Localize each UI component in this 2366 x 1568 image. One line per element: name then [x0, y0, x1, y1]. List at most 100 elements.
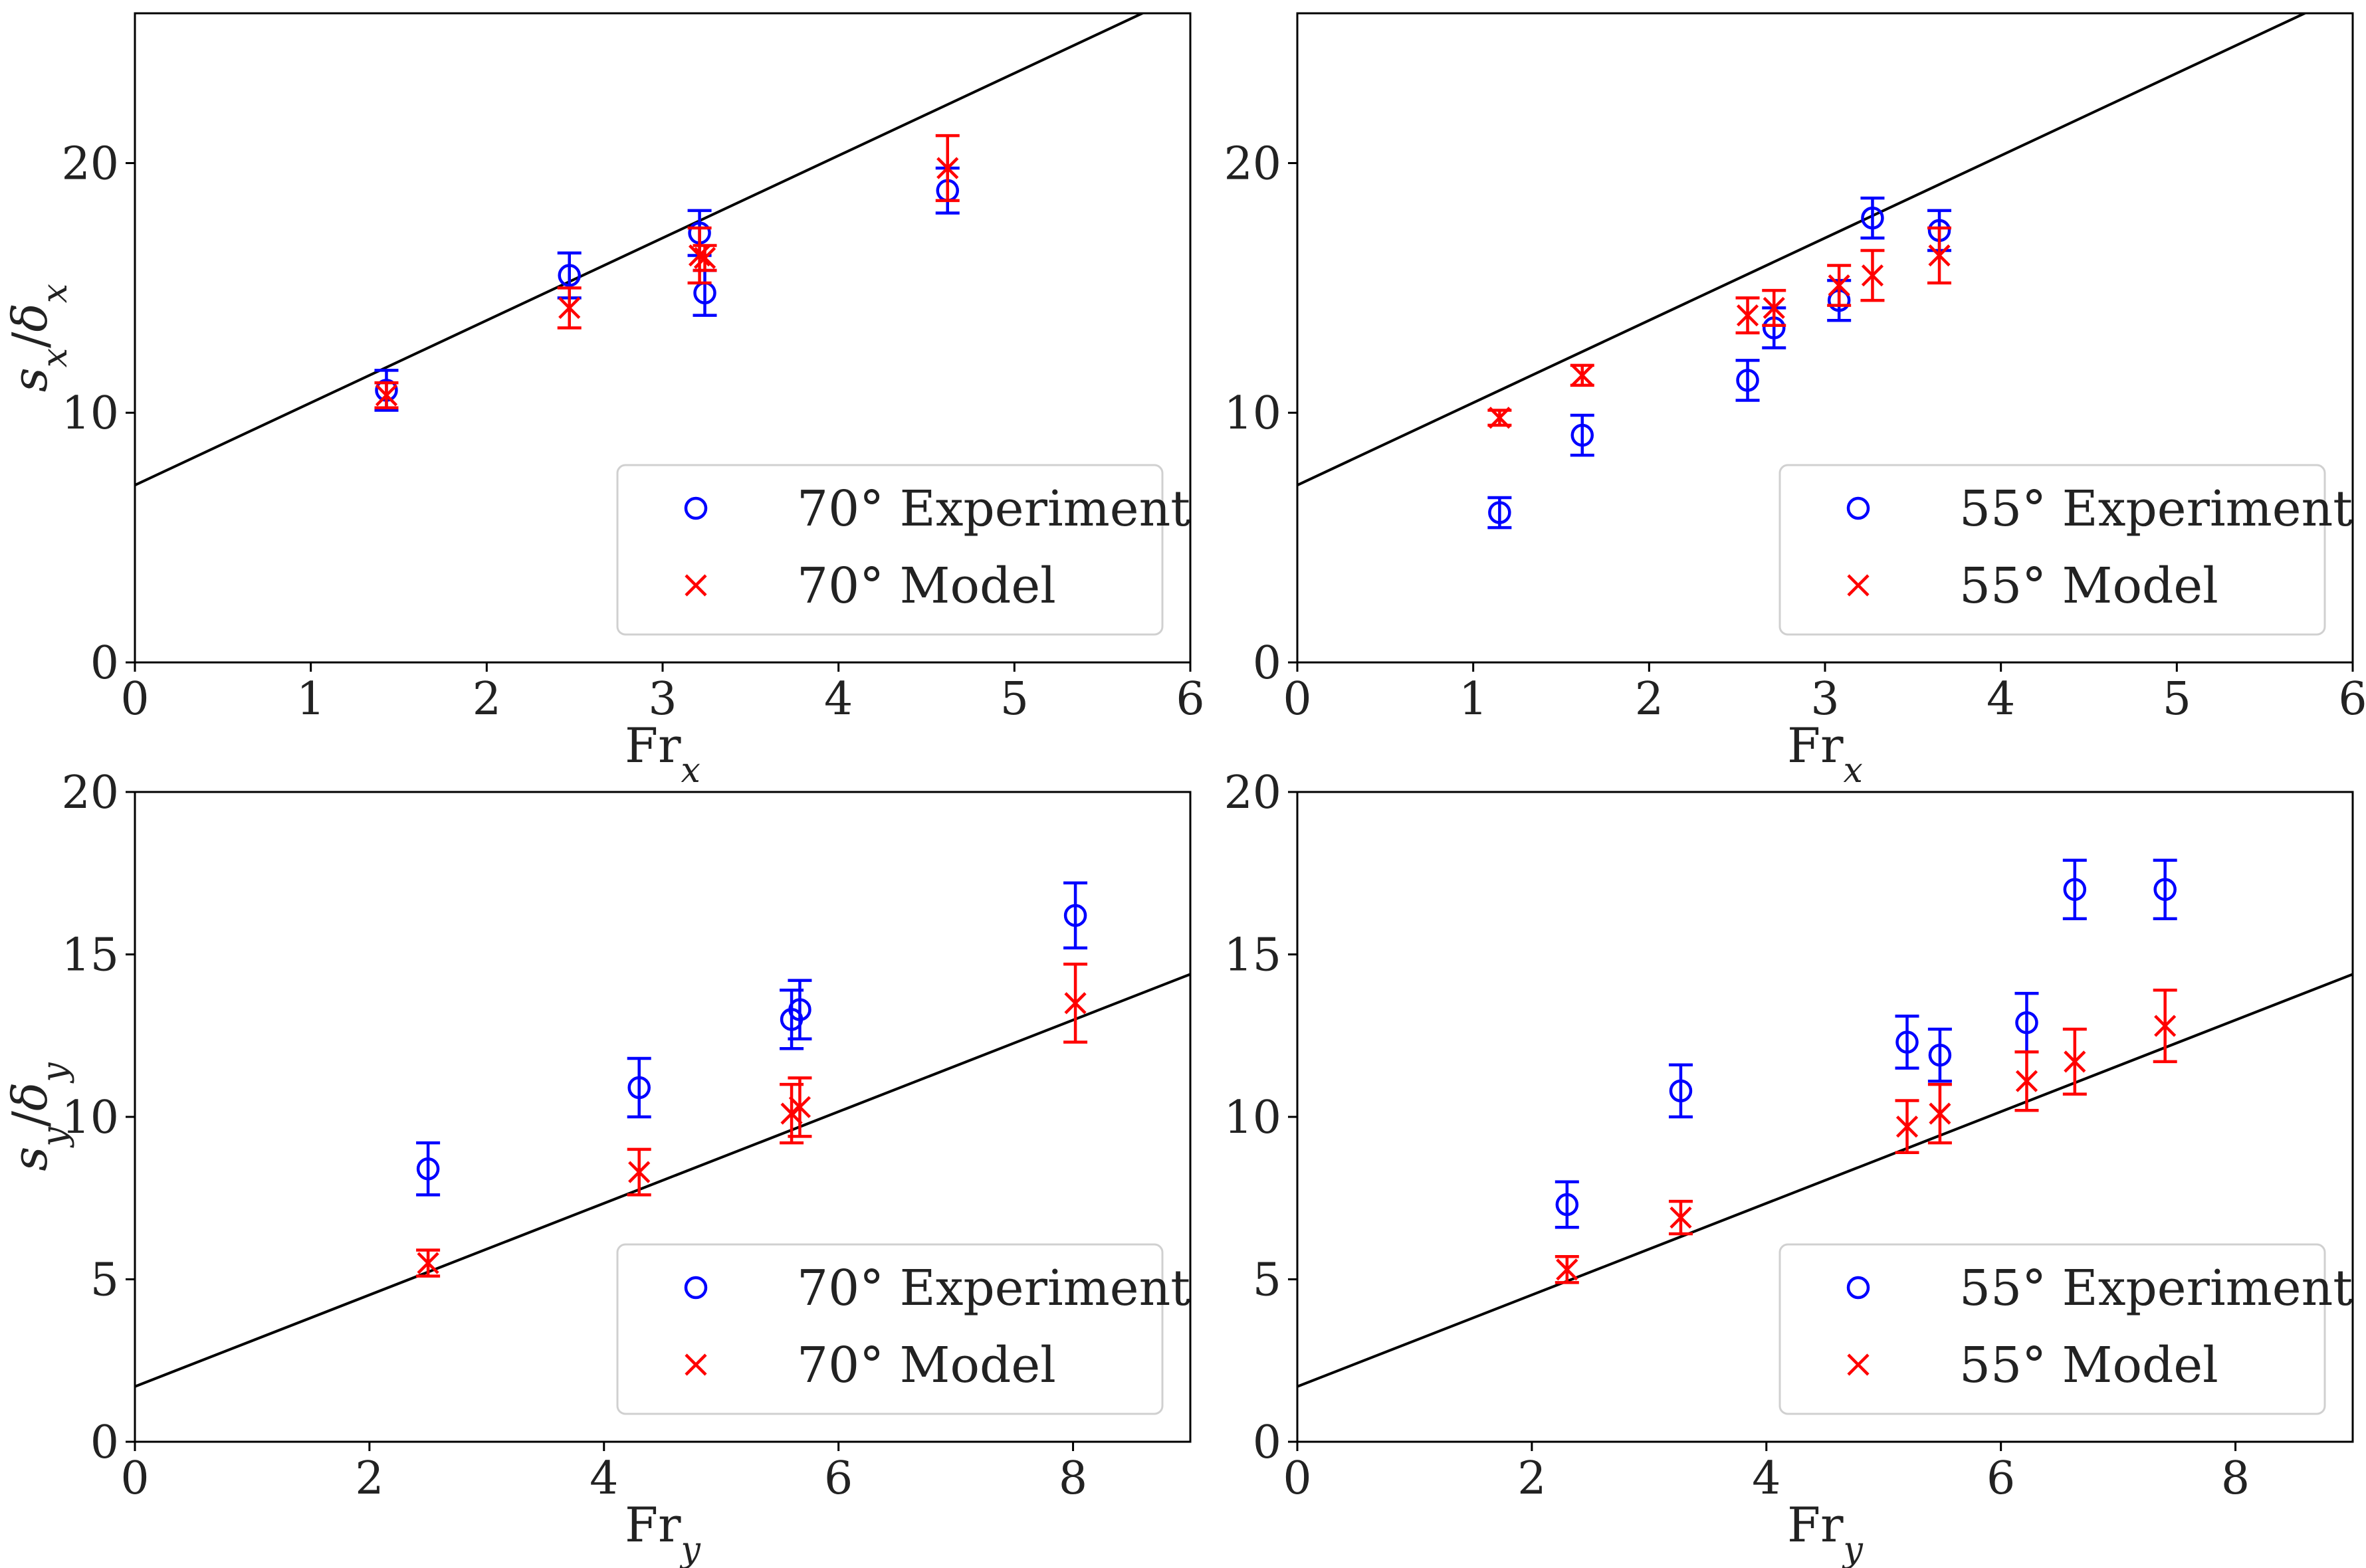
- x-tick-label: 4: [590, 1452, 618, 1505]
- data-point-circle: [1895, 1030, 1919, 1054]
- data-point-circle: [2015, 1011, 2038, 1034]
- data-point-x: [1571, 364, 1594, 387]
- legend-label: 70° Model: [797, 557, 1056, 615]
- data-point-x: [1929, 1102, 1951, 1125]
- y-tick-label: 10: [1224, 387, 1281, 440]
- x-tick-label: 3: [648, 673, 677, 726]
- data-point-x: [1488, 407, 1511, 429]
- legend-box: [616, 464, 1164, 636]
- x-tick-label: 3: [1810, 673, 1839, 726]
- y-axis-label: sx/δx: [2, 284, 75, 392]
- data-point-circle: [558, 264, 581, 287]
- x-tick-label: 1: [1459, 673, 1487, 726]
- x-axis-label: Frx: [625, 718, 700, 791]
- y-tick-label: 20: [61, 767, 119, 819]
- y-tick-label: 5: [90, 1254, 119, 1307]
- x-tick-label: 2: [1517, 1452, 1546, 1505]
- legend: 55° Experiment 55° Model: [1778, 464, 2353, 636]
- y-tick-label: 20: [1224, 767, 1281, 819]
- x-tick-label: 4: [824, 673, 853, 726]
- x-tick-label: 5: [2163, 673, 2191, 726]
- x-tick-label: 2: [355, 1452, 383, 1505]
- data-point-circle: [1555, 1193, 1579, 1217]
- data-point-x: [628, 1161, 651, 1183]
- data-point-circle: [788, 998, 811, 1021]
- data-point-x: [2064, 1050, 2086, 1073]
- panel-4: 0 2 4 6 8 0 5 10 15 20 Fry 55° Experiment 55° Model: [1224, 767, 2354, 1568]
- data-point-x: [1669, 1206, 1692, 1229]
- series-experiment: [416, 881, 1088, 1197]
- y-tick-label: 5: [1253, 1254, 1281, 1307]
- data-point-circle: [1063, 904, 1087, 928]
- y-tick-label: 15: [1224, 930, 1281, 982]
- data-point-x: [1064, 992, 1087, 1015]
- x-tick-label: 2: [1635, 673, 1664, 726]
- legend-box: [1778, 464, 2326, 636]
- x-tick-label: 5: [1000, 673, 1029, 726]
- x-tick-label: 1: [296, 673, 325, 726]
- x-tick-label: 6: [1176, 673, 1204, 726]
- data-point-circle: [416, 1157, 440, 1181]
- data-point-x: [693, 246, 716, 269]
- y-tick-label: 10: [1224, 1092, 1281, 1144]
- data-point-circle: [1570, 423, 1594, 447]
- data-point-circle: [2153, 878, 2177, 901]
- data-point-circle: [1861, 206, 1884, 230]
- data-point-x: [558, 296, 581, 319]
- fit-line: [135, 13, 1146, 487]
- legend-box: [616, 1243, 1164, 1415]
- legend: 70° Experiment 70° Model: [616, 1243, 1190, 1415]
- panel-2: 0 1 2 3 4 5 6 0 10 20 Frx 55° Experiment 55° Model: [1224, 12, 2366, 791]
- series-model: [374, 134, 960, 409]
- series-experiment: [1555, 858, 2177, 1229]
- y-tick-label: 0: [1253, 637, 1281, 690]
- x-tick-label: 4: [1987, 673, 2015, 726]
- x-tick-label: 2: [473, 673, 501, 726]
- x-axis-label: Fry: [625, 1497, 700, 1568]
- fit-line: [135, 973, 1190, 1388]
- data-point-circle: [1488, 501, 1511, 524]
- legend: 55° Experiment 55° Model: [1778, 1243, 2353, 1415]
- y-tick-label: 15: [61, 930, 119, 982]
- legend-marker-circle: [684, 496, 708, 520]
- x-tick-label: 6: [2338, 673, 2366, 726]
- data-point-circle: [627, 1076, 651, 1100]
- x-tick-label: 0: [1283, 1452, 1311, 1505]
- data-point-x: [1736, 304, 1759, 327]
- x-tick-label: 8: [1059, 1452, 1087, 1505]
- legend-label: 55° Experiment: [1959, 480, 2353, 538]
- data-point-x: [1861, 264, 1884, 287]
- y-tick-label: 0: [90, 637, 119, 690]
- y-tick-label: 20: [61, 138, 119, 190]
- legend-marker-x: [1847, 1353, 1870, 1376]
- data-point-x: [417, 1252, 439, 1274]
- y-tick-label: 10: [61, 1092, 119, 1144]
- x-axis-label: Frx: [1787, 718, 1863, 791]
- x-tick-label: 0: [120, 673, 149, 726]
- series-model: [1555, 989, 2177, 1284]
- legend-label: 55° Experiment: [1959, 1260, 2353, 1317]
- data-point-x: [375, 384, 398, 407]
- y-tick-label: 0: [90, 1417, 119, 1469]
- legend-label: 70° Experiment: [797, 1260, 1190, 1317]
- fit-line: [1297, 973, 2353, 1388]
- data-point-circle: [1928, 1043, 1952, 1067]
- legend-marker-circle: [1846, 1276, 1870, 1300]
- legend-marker-x: [1847, 574, 1870, 597]
- data-point-x: [1895, 1116, 1919, 1138]
- x-tick-label: 4: [1752, 1452, 1780, 1505]
- legend-marker-circle: [1846, 496, 1870, 520]
- data-point-circle: [2063, 878, 2087, 901]
- data-point-circle: [1736, 369, 1759, 392]
- panel-1: 0 1 2 3 4 5 6 0 10 20 Frx sx/δx 70° Experiment 70° Mo…: [2, 12, 1205, 791]
- fit-line: [1297, 13, 2308, 487]
- series-model: [416, 962, 1088, 1278]
- x-tick-label: 0: [1283, 673, 1311, 726]
- data-point-x: [1828, 274, 1850, 297]
- x-tick-label: 0: [120, 1452, 149, 1505]
- y-tick-label: 20: [1224, 138, 1281, 190]
- x-tick-label: 6: [1987, 1452, 2015, 1505]
- legend-marker-x: [685, 574, 707, 597]
- legend-label: 70° Model: [797, 1337, 1056, 1394]
